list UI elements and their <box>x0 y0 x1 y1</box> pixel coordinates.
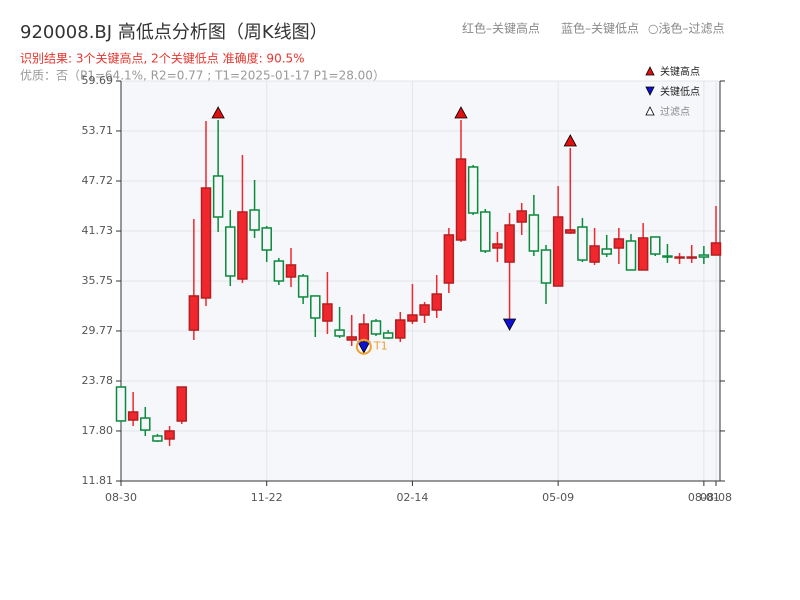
candle-body <box>431 293 442 311</box>
key-high-marker <box>454 106 468 119</box>
candle-body <box>322 303 333 322</box>
y-tick-label: 29.77 <box>82 324 114 337</box>
x-tick-label: 02-14 <box>396 491 428 504</box>
chart-title: 920008.BJ 高低点分析图（周K线图） <box>20 22 328 43</box>
candle-body <box>698 254 710 258</box>
candle-body <box>358 323 370 341</box>
candle-body <box>455 158 467 241</box>
key-high-marker <box>563 134 577 147</box>
header-note: ○浅色–过滤点 <box>648 22 724 36</box>
candle-body <box>127 411 139 421</box>
candle-body <box>188 295 200 331</box>
subtitle: 识别结果: 3个关键高点, 2个关键低点 准确度: 90.5% <box>20 51 305 66</box>
candle-body <box>686 256 697 259</box>
legend-label: 关键低点 <box>660 85 700 98</box>
header-note: 红色–关键高点 <box>462 21 540 36</box>
candle-body <box>552 216 564 287</box>
y-tick-label: 23.78 <box>82 374 114 387</box>
candle-body <box>334 329 345 337</box>
annotation-circle <box>355 338 372 355</box>
candle-body <box>115 386 127 422</box>
candle-body <box>419 304 430 316</box>
x-tick-label: 05-09 <box>542 491 574 504</box>
y-tick-label: 41.73 <box>82 224 114 237</box>
candle-body <box>176 386 187 422</box>
candle-body <box>212 175 224 218</box>
y-tick-label: 53.71 <box>82 124 114 137</box>
candle-body <box>662 255 673 258</box>
candle-body <box>528 214 540 252</box>
x-tick-label: 08-30 <box>105 491 137 504</box>
x-tick-label: 11-22 <box>251 491 283 504</box>
candle-body <box>395 319 406 339</box>
candle-body <box>565 229 576 234</box>
legend-marker <box>645 86 655 96</box>
candle-body <box>382 332 394 339</box>
candle-body <box>237 211 248 280</box>
candle-body <box>249 209 260 231</box>
candle-body <box>140 417 151 431</box>
x-tick-label: 08-08 <box>700 491 732 504</box>
key-high-marker <box>211 106 225 119</box>
candle-body <box>601 248 612 255</box>
key-low-marker <box>502 318 517 331</box>
candle-body <box>480 211 491 252</box>
candle-body <box>613 238 625 249</box>
legend-marker <box>645 106 655 116</box>
candle-body <box>589 245 600 263</box>
legend-label: 关键高点 <box>660 65 700 78</box>
candle-body <box>152 435 163 442</box>
candle-body <box>297 275 309 298</box>
candle-body <box>273 260 285 282</box>
candle-body <box>504 224 515 263</box>
candle-body <box>225 226 236 277</box>
candle-body <box>516 210 527 223</box>
y-tick-label: 35.75 <box>82 274 114 287</box>
candle-body <box>625 240 637 271</box>
candle-body <box>370 320 382 335</box>
candle-body <box>650 236 661 255</box>
candle-body <box>310 295 321 319</box>
candle-body <box>540 249 552 284</box>
candle-body <box>637 237 649 271</box>
candle-body <box>467 166 479 214</box>
legend-marker <box>645 66 655 76</box>
candle-body <box>674 256 685 259</box>
candle-body <box>443 234 455 284</box>
x-tick-label: 08-01 <box>688 491 720 504</box>
y-tick-label: 17.80 <box>82 424 114 437</box>
quality-note: 优质：否（P1=64.1%, R2=0.77 ; T1=2025-01-17 P… <box>20 69 385 83</box>
legend-label: 过滤点 <box>660 105 690 118</box>
candle-body <box>710 242 722 256</box>
candle-body <box>164 430 175 440</box>
candle-body <box>346 336 357 341</box>
candle-body <box>577 226 588 261</box>
candle-body <box>261 227 272 251</box>
y-tick-label: 47.72 <box>82 174 114 187</box>
key-low-marker <box>357 341 371 354</box>
y-tick-label: 11.81 <box>82 474 114 487</box>
candle-body <box>200 187 212 299</box>
annotation-label: T1 <box>373 340 388 353</box>
candle-body <box>285 264 297 278</box>
y-tick-label: 59.69 <box>82 74 114 87</box>
candle-body <box>492 243 503 249</box>
candle-body <box>407 314 418 322</box>
header-note: 蓝色–关键低点 <box>561 22 639 36</box>
